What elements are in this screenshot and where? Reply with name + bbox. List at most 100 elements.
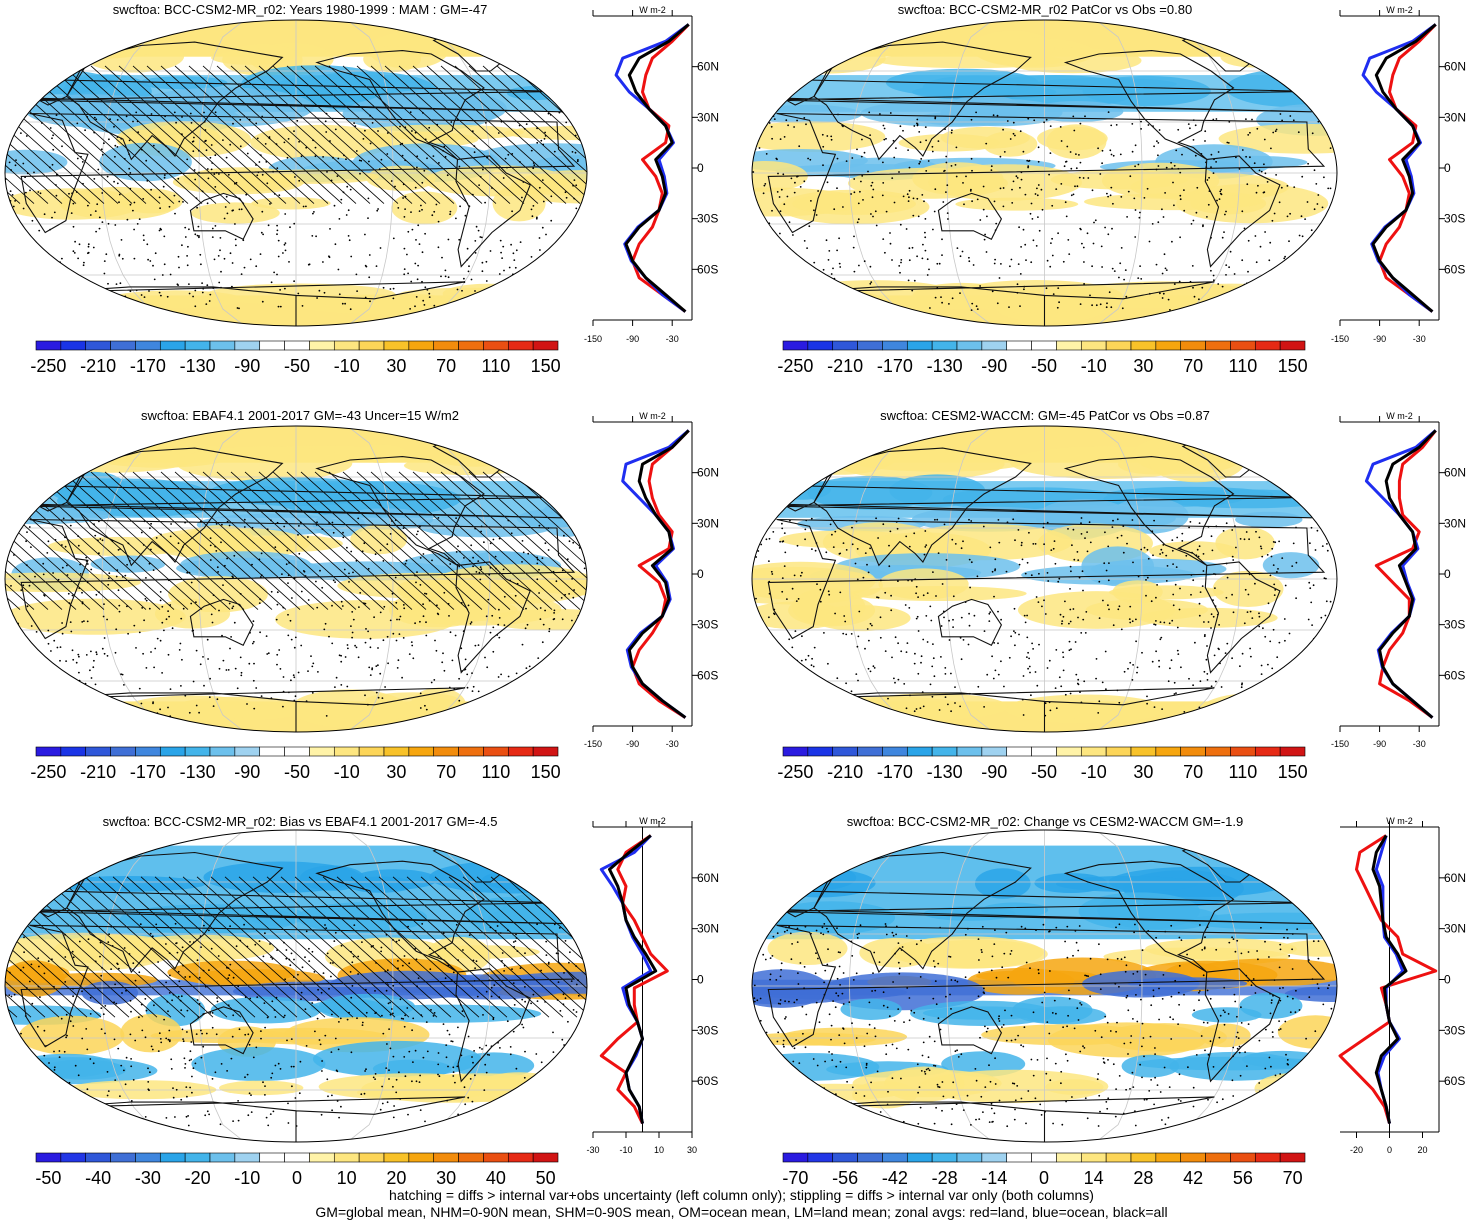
stipple-dot xyxy=(382,1032,385,1035)
stipple-dot xyxy=(563,972,565,974)
stipple-dot xyxy=(460,647,463,650)
stipple-dot xyxy=(1312,584,1315,587)
stipple-dot xyxy=(1045,287,1048,290)
stipple-dot xyxy=(826,963,829,966)
stipple-dot xyxy=(170,523,173,525)
stipple-dot xyxy=(315,235,317,238)
stipple-dot xyxy=(421,280,423,283)
map-border xyxy=(4,19,588,327)
stipple-dot xyxy=(1106,302,1108,305)
stipple-dot xyxy=(1210,269,1212,272)
stipple-dot xyxy=(26,605,29,608)
stipple-dot xyxy=(208,696,211,699)
stipple-dot xyxy=(555,952,558,955)
stipple-dot xyxy=(869,622,872,625)
stipple-dot xyxy=(22,966,25,969)
stipple-dot xyxy=(806,247,808,250)
stipple-dot xyxy=(1014,539,1016,542)
stipple-dot xyxy=(781,590,784,593)
stipple-dot xyxy=(801,635,803,638)
stipple-dot xyxy=(172,1096,175,1099)
stipple-dot xyxy=(994,569,996,572)
stipple-dot xyxy=(1155,620,1157,622)
stipple-dot xyxy=(506,687,509,689)
stipple-dot xyxy=(783,930,786,933)
stipple-dot xyxy=(1038,229,1041,232)
stipple-dot xyxy=(500,251,502,254)
stipple-dot xyxy=(464,658,467,661)
stipple-dot xyxy=(1112,624,1115,627)
colorbar-box xyxy=(906,340,933,351)
stipple-dot xyxy=(379,1108,382,1111)
map-border xyxy=(4,425,588,733)
stipple-dot xyxy=(1207,1053,1210,1056)
stipple-dot xyxy=(1208,176,1210,179)
stipple-dot xyxy=(137,131,140,134)
stipple-dot xyxy=(533,164,536,167)
stipple-dot xyxy=(130,1100,133,1102)
stipple-dot xyxy=(1270,999,1273,1002)
stipple-dot xyxy=(991,290,994,293)
colorbar-label: 30 xyxy=(386,762,406,782)
stipple-dot xyxy=(392,287,395,290)
stipple-dot xyxy=(305,205,307,208)
stipple-dot xyxy=(976,308,979,310)
stipple-dot xyxy=(1332,245,1335,248)
stipple-dot xyxy=(1171,539,1174,541)
stipple-dot xyxy=(371,667,374,670)
stipple-dot xyxy=(99,955,101,958)
stipple-dot xyxy=(575,207,578,210)
stipple-dot xyxy=(799,962,802,964)
stipple-dot xyxy=(1304,1057,1307,1060)
colorbar-label: 110 xyxy=(1229,356,1258,376)
stipple-dot xyxy=(555,292,558,295)
stipple-dot xyxy=(777,172,779,175)
hatch-line xyxy=(42,876,200,1018)
stipple-dot xyxy=(832,1106,834,1108)
stipple-dot xyxy=(793,1001,796,1004)
stipple-dot xyxy=(1192,139,1195,141)
stipple-dot xyxy=(492,626,495,629)
stipple-dot xyxy=(1202,974,1205,977)
stipple-dot xyxy=(1208,307,1211,309)
stipple-dot xyxy=(451,659,454,662)
stipple-dot xyxy=(475,960,478,963)
stipple-dot xyxy=(173,111,176,114)
stipple-dot xyxy=(1210,712,1213,715)
stipple-dot xyxy=(1209,997,1212,1000)
stipple-dot xyxy=(1110,306,1113,309)
stipple-dot xyxy=(424,1120,426,1123)
stipple-dot xyxy=(960,616,963,619)
stipple-dot xyxy=(1233,993,1236,996)
colorbar-label: -170 xyxy=(877,762,913,782)
stipple-dot xyxy=(484,656,486,659)
stipple-dot xyxy=(797,972,799,974)
stipple-dot xyxy=(360,1093,363,1096)
field-blob xyxy=(453,1052,535,1079)
stipple-dot xyxy=(1170,995,1173,998)
stipple-dot xyxy=(871,196,874,199)
stipple-dot xyxy=(969,190,972,192)
zonal-ytick-label: 30S xyxy=(697,212,718,226)
stipple-dot xyxy=(1320,300,1323,303)
stipple-dot xyxy=(584,238,586,241)
colorbar-box xyxy=(209,340,236,351)
stipple-dot xyxy=(1014,134,1016,137)
stipple-dot xyxy=(10,239,13,242)
field-blob xyxy=(911,655,978,675)
stipple-dot xyxy=(1268,956,1270,958)
stipple-dot xyxy=(95,298,98,301)
colorbar-box xyxy=(1006,746,1032,757)
stipple-dot xyxy=(326,171,328,173)
stipple-dot xyxy=(1065,160,1068,163)
stipple-dot xyxy=(260,1037,262,1040)
stipple-dot xyxy=(316,1017,319,1020)
stipple-dot xyxy=(835,692,838,695)
stipple-dot xyxy=(1132,1086,1135,1088)
stipple-dot xyxy=(1109,194,1112,197)
stipple-dot xyxy=(145,1009,148,1012)
stipple-dot xyxy=(1136,671,1138,674)
stipple-dot xyxy=(1164,267,1167,270)
zonal-ytick-label: 60S xyxy=(697,1074,718,1088)
stipple-dot xyxy=(1210,153,1213,156)
